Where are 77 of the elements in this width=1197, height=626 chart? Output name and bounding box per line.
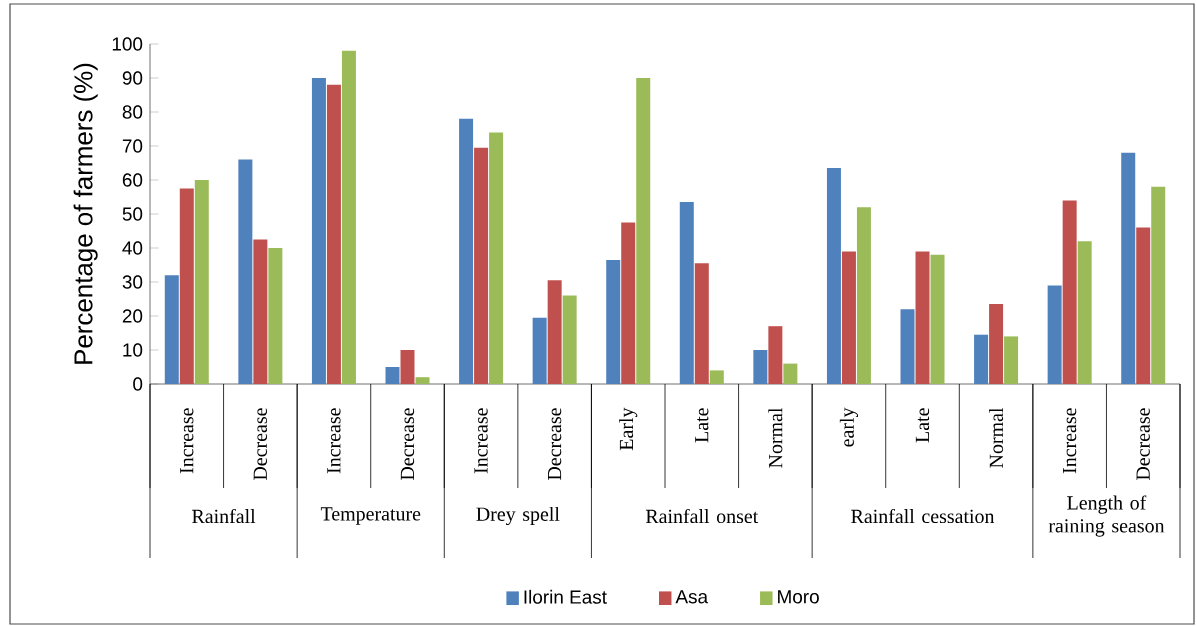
text: Rainfall (192, 508, 256, 524)
bar (341, 50, 356, 384)
bar (606, 259, 621, 384)
bar (311, 77, 326, 384)
bar (474, 147, 489, 384)
bar (709, 370, 724, 384)
y-tick-label: 70 (122, 139, 143, 153)
legend-label: Asa (675, 590, 709, 604)
x-tick-label: Early (619, 407, 638, 451)
bar (400, 350, 415, 384)
y-tick-label: 60 (122, 173, 143, 187)
x-tick-label: Normal (989, 407, 1004, 468)
bar (532, 317, 547, 384)
text: Rainfall cessation (851, 508, 995, 524)
bar (826, 168, 841, 384)
bar (268, 248, 283, 384)
bar (694, 263, 709, 384)
y-tick-label: 10 (123, 343, 143, 357)
x-tick-label: Decrease (548, 408, 562, 480)
bar (1047, 285, 1062, 384)
bar (768, 326, 783, 384)
text: Drey spell (476, 506, 560, 526)
x-tick-label: Normal (768, 407, 783, 468)
y-tick-label: 50 (122, 207, 143, 221)
bar (385, 367, 400, 384)
bar (1062, 200, 1077, 384)
bar (974, 334, 989, 384)
bar (415, 377, 430, 384)
y-tick-label: 30 (122, 275, 143, 289)
x-tick-label: Decrease (253, 408, 267, 480)
bar (194, 180, 209, 384)
legend-label: Ilorin East (524, 589, 607, 604)
bar (856, 207, 871, 384)
text: Temperature (320, 507, 421, 525)
y-tick-label: 20 (122, 309, 143, 323)
bar (1136, 227, 1151, 384)
bar (930, 254, 945, 384)
bar (636, 77, 651, 384)
bar (1004, 336, 1019, 384)
x-tick-label: Increase (180, 408, 194, 474)
bar (900, 309, 915, 384)
bar (179, 188, 194, 384)
y-tick-label: 0 (133, 377, 143, 391)
bar (989, 304, 1004, 384)
x-tick-label: Increase (1063, 408, 1077, 474)
bar (915, 251, 930, 384)
bar (253, 239, 268, 384)
bar (489, 132, 504, 384)
y-tick-label: 40 (122, 241, 143, 255)
x-tick-label: Late (695, 408, 709, 443)
x-tick-label: Increase (474, 408, 488, 474)
text: Length of raining season (1048, 495, 1165, 537)
bar (238, 159, 253, 384)
bar (164, 275, 179, 384)
text: Rainfall onset (645, 508, 759, 524)
bar (753, 350, 768, 384)
bar (783, 363, 798, 384)
x-tick-label: early (839, 407, 859, 447)
bar (679, 202, 694, 384)
y-tick-label: 90 (122, 71, 143, 85)
bar (326, 84, 341, 384)
bar (562, 295, 577, 384)
y-tick-label: 80 (122, 105, 143, 119)
bar (841, 251, 856, 384)
x-tick-label: Increase (327, 408, 341, 474)
bar (621, 222, 636, 384)
bar (547, 280, 562, 384)
x-tick-label: Decrease (1136, 408, 1150, 480)
bar (459, 118, 474, 384)
y-tick-label: 100 (112, 37, 143, 51)
x-tick-label: Late (915, 408, 930, 443)
legend-label: Moro (778, 590, 819, 604)
x-tick-label: Decrease (400, 408, 415, 480)
bar (1077, 241, 1092, 384)
y-axis-title: Percentage of farmers (%) (73, 63, 98, 364)
bar (1121, 152, 1136, 384)
bar (1151, 186, 1166, 384)
